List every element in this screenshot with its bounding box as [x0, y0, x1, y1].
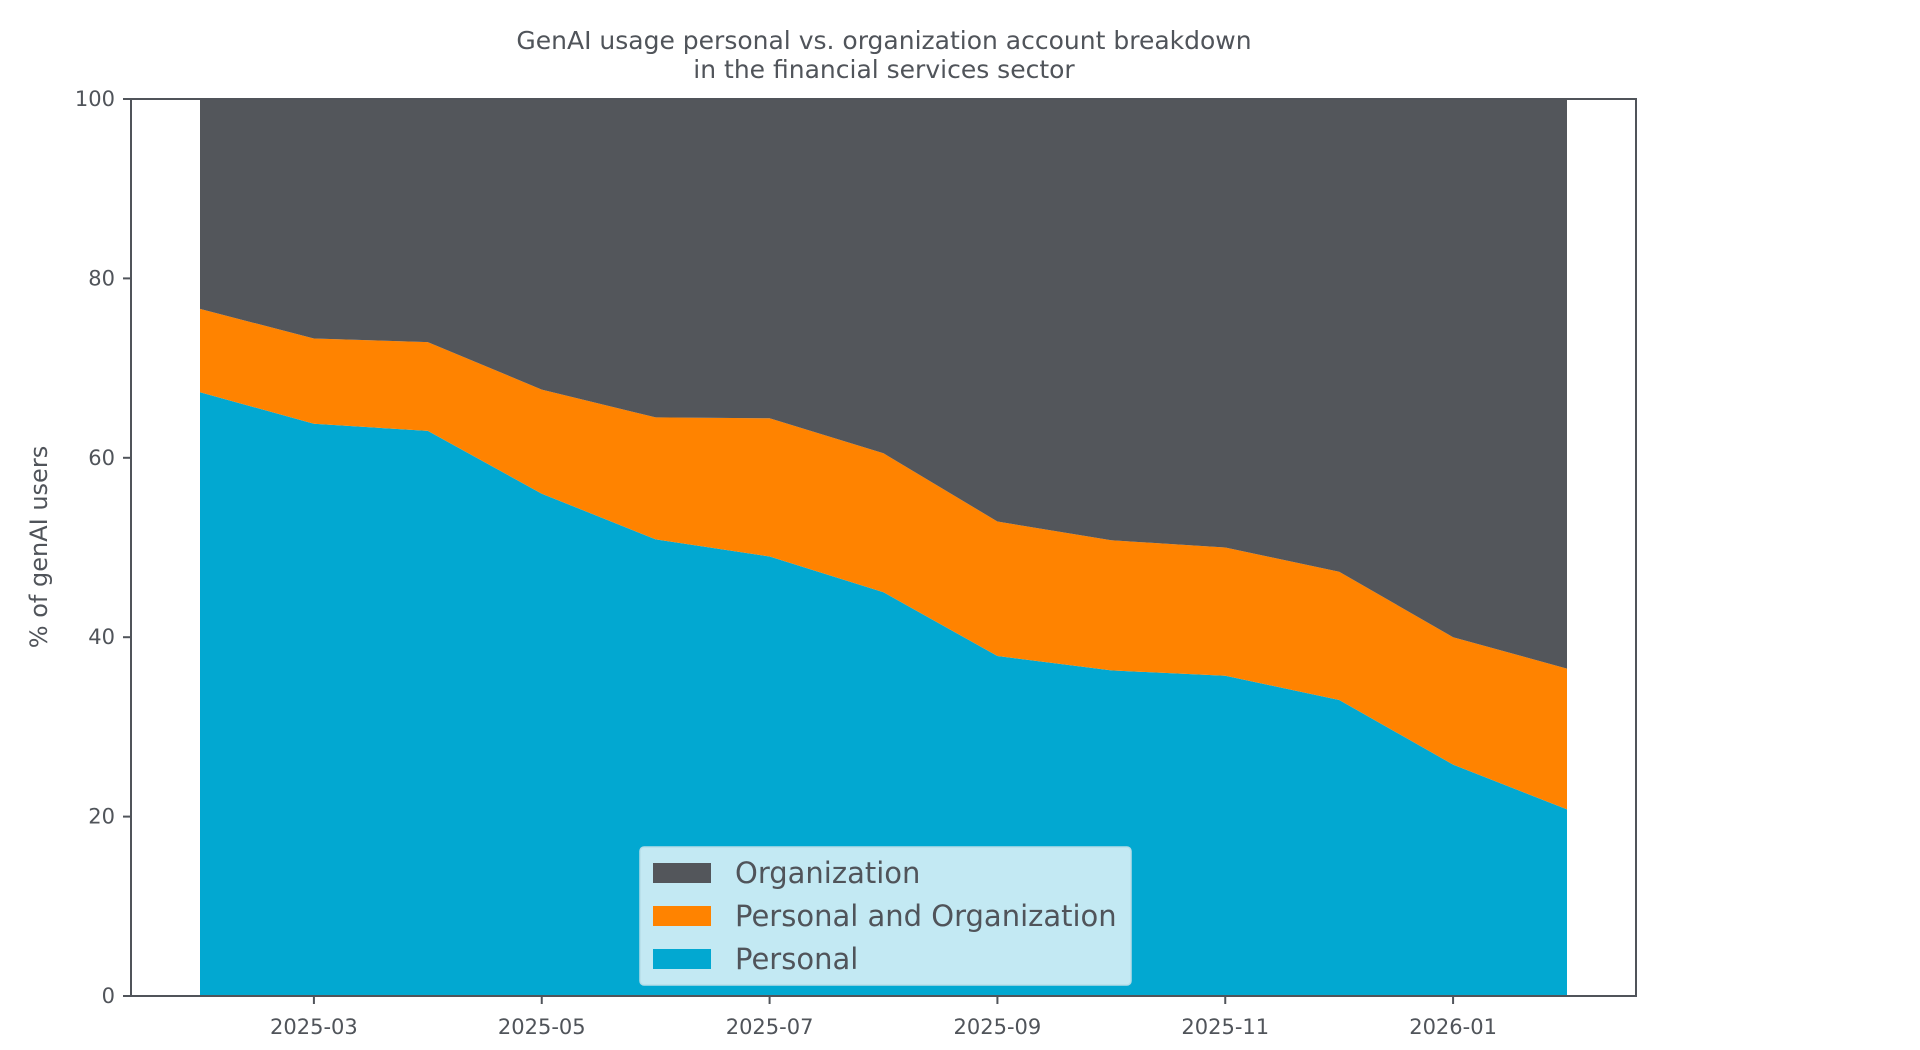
x-tick-label: 2025-09 [954, 1015, 1042, 1039]
area-series-personal [200, 392, 1567, 996]
legend-swatch [653, 906, 711, 926]
legend-swatch [653, 949, 711, 969]
x-tick-label: 2025-03 [270, 1015, 358, 1039]
plot-frame [130, 98, 1637, 997]
y-tick-label: 80 [88, 266, 115, 290]
y-tick-label: 0 [102, 984, 115, 1008]
series-areas [200, 99, 1567, 996]
axes: 0 20 40 60 80 100 2025-03 2025-05 2025-07 2025-09… [75, 87, 1637, 1039]
y-tick-label: 40 [88, 625, 115, 649]
x-tick-label: 2026-01 [1409, 1015, 1497, 1039]
area-series-personal-and-organization [200, 308, 1567, 810]
chart-title-line-1: GenAI usage personal vs. organization ac… [516, 26, 1251, 55]
y-tick-label: 100 [75, 87, 115, 111]
x-tick-label: 2025-07 [726, 1015, 814, 1039]
legend-label: Personal [735, 942, 858, 976]
legend-swatch [653, 863, 711, 883]
legend-label: Personal and Organization [735, 899, 1117, 933]
legend: Organization Personal and Organization Per… [639, 846, 1132, 986]
y-tick-label: 60 [88, 446, 115, 470]
chart-title-line-2: in the financial services sector [693, 55, 1075, 84]
legend-label: Organization [735, 856, 920, 890]
area-series-organization [200, 99, 1567, 669]
x-tick-label: 2025-11 [1181, 1015, 1269, 1039]
legend-box [639, 846, 1132, 986]
y-tick-label: 20 [88, 805, 115, 829]
y-axis-label: % of genAI users [25, 446, 53, 648]
x-tick-label: 2025-05 [498, 1015, 586, 1039]
